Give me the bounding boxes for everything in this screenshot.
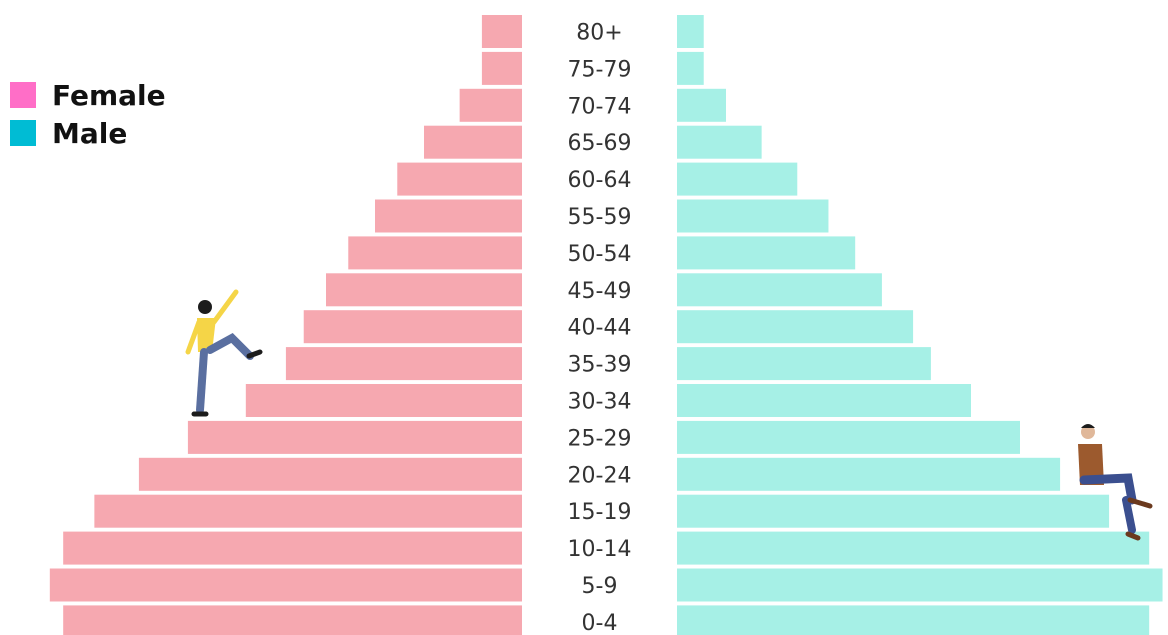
age-label-60-64: 60-64 <box>568 168 632 193</box>
age-label-75-79: 75-79 <box>568 57 632 82</box>
female-bar-15-19 <box>94 494 522 528</box>
age-label-70-74: 70-74 <box>568 94 632 119</box>
female-bar-70-74 <box>459 88 522 122</box>
male-bar-60-64 <box>677 162 798 196</box>
male-bar-80+ <box>677 15 704 48</box>
legend-label-male: Male <box>52 116 128 150</box>
age-label-40-44: 40-44 <box>568 316 632 341</box>
female-bar-25-29 <box>187 420 522 454</box>
male-bar-30-34 <box>677 384 971 417</box>
male-bar-20-24 <box>677 457 1061 491</box>
male-bar-0-4 <box>677 605 1150 635</box>
male-bar-55-59 <box>677 199 829 233</box>
legend-item-female: Female <box>10 76 166 114</box>
female-bar-5-9 <box>49 568 523 602</box>
male-bar-70-74 <box>677 88 726 122</box>
female-bar-35-39 <box>285 347 522 381</box>
male-bar-10-14 <box>677 531 1150 565</box>
female-bars <box>49 15 523 635</box>
male-bar-5-9 <box>677 568 1163 602</box>
age-label-0-4: 0-4 <box>582 611 618 635</box>
legend-swatch-female <box>10 82 36 108</box>
age-labels: 80+ 75-79 70-74 65-69 60-64 55-59 50-54 45-49 40… <box>568 21 632 635</box>
legend: Female Male <box>10 76 166 152</box>
male-bar-40-44 <box>677 310 914 344</box>
age-label-5-9: 5-9 <box>582 574 618 599</box>
woman-climbing-illustration <box>185 289 263 417</box>
age-label-35-39: 35-39 <box>568 353 632 378</box>
female-bar-20-24 <box>138 457 522 491</box>
male-bars <box>677 15 1163 635</box>
age-label-15-19: 15-19 <box>568 500 632 525</box>
age-label-30-34: 30-34 <box>568 390 632 415</box>
male-bar-15-19 <box>677 494 1110 528</box>
male-bar-65-69 <box>677 125 762 159</box>
male-bar-45-49 <box>677 273 882 307</box>
male-bar-25-29 <box>677 420 1020 454</box>
male-bar-35-39 <box>677 347 931 381</box>
age-label-50-54: 50-54 <box>568 242 632 267</box>
legend-item-male: Male <box>10 114 166 152</box>
female-bar-65-69 <box>424 125 522 159</box>
female-bar-10-14 <box>63 531 522 565</box>
man-sitting-illustration <box>1078 424 1153 541</box>
female-bar-80+ <box>481 15 522 48</box>
female-bar-40-44 <box>303 310 522 344</box>
female-bar-55-59 <box>375 199 522 233</box>
legend-swatch-male <box>10 120 36 146</box>
female-bar-30-34 <box>245 384 522 417</box>
legend-label-female: Female <box>52 78 166 112</box>
age-label-80+: 80+ <box>576 21 622 46</box>
female-bar-50-54 <box>348 236 522 270</box>
age-label-45-49: 45-49 <box>568 279 632 304</box>
age-label-65-69: 65-69 <box>568 131 632 156</box>
age-label-20-24: 20-24 <box>568 463 632 488</box>
female-bar-75-79 <box>481 51 522 85</box>
age-label-25-29: 25-29 <box>568 426 632 451</box>
female-bar-60-64 <box>397 162 522 196</box>
age-label-55-59: 55-59 <box>568 205 632 230</box>
female-bar-45-49 <box>326 273 522 307</box>
age-label-10-14: 10-14 <box>568 537 632 562</box>
male-bar-50-54 <box>677 236 856 270</box>
female-bar-0-4 <box>63 605 522 635</box>
male-bar-75-79 <box>677 51 704 85</box>
